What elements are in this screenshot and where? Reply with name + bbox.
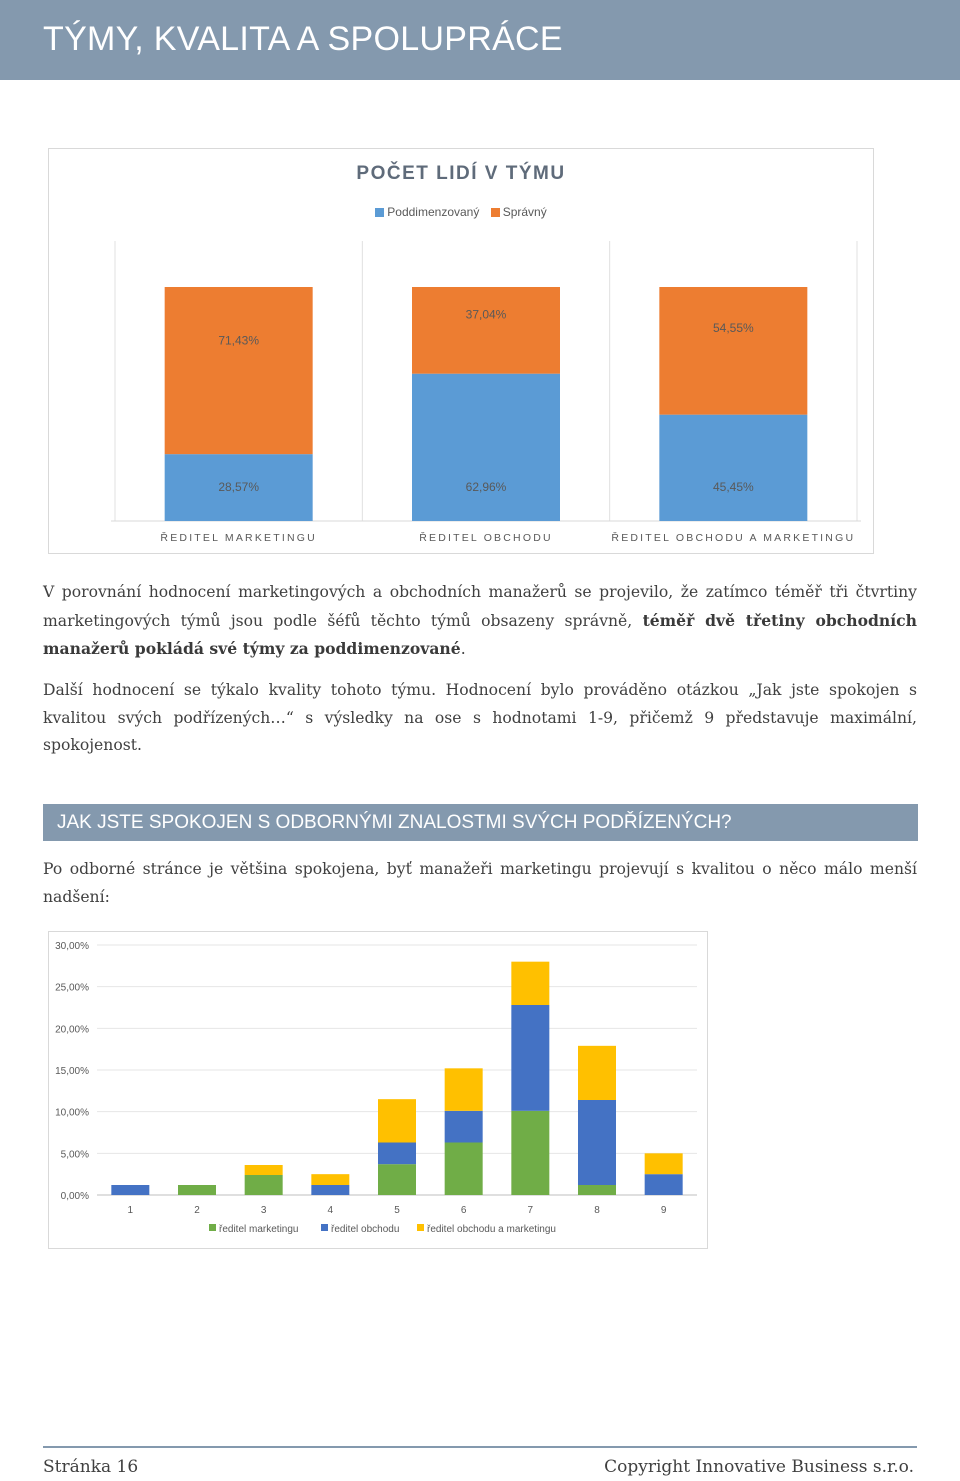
x-tick-label: 7: [528, 1205, 534, 1216]
bar-series-2: [511, 1005, 550, 1111]
bar-series-2: [111, 1185, 150, 1195]
y-tick-label: 15,00%: [55, 1066, 89, 1077]
y-tick-label: 10,00%: [55, 1108, 89, 1119]
chart-plot: 28,57% 71,43% ŘEDITEL MARKETINGU 62,96% 37,0…: [111, 241, 861, 544]
legend-swatch: [209, 1224, 216, 1231]
paragraph-text: V porovnání hodnocení marketingových a o…: [43, 583, 917, 630]
bar-correct: [412, 287, 560, 374]
x-tick-label: 5: [394, 1205, 400, 1216]
bar-correct: [659, 287, 808, 415]
bar-series-1: [511, 1110, 550, 1195]
bar-series-1: [244, 1175, 283, 1195]
bar-series-1: [444, 1142, 483, 1195]
chart-expertise: 0,00% 5,00% 10,00% 15,00% 20,00% 25,00% 30,00%…: [48, 931, 708, 1249]
data-label: 71,43%: [218, 333, 259, 347]
bar-series-1: [178, 1185, 216, 1195]
bar-series-3: [311, 1174, 350, 1185]
legend-swatch: [375, 208, 385, 217]
data-label: 45,45%: [713, 480, 754, 494]
bar-series-2: [578, 1100, 616, 1185]
legend-label: ředitel marketingu: [219, 1224, 298, 1235]
x-tick-label: 2: [194, 1205, 200, 1216]
bar-undersized: [412, 373, 560, 521]
paragraph-expertise: Po odborné stránce je většina spokojena,…: [43, 860, 917, 906]
legend-label: Poddimenzovaný: [387, 205, 480, 219]
paragraph-bold: téměř dvě třetiny obchodních manažerů po…: [43, 610, 917, 659]
legend-item-undersized: Poddimenzovaný: [375, 205, 479, 219]
page-number: Stránka 16: [43, 1457, 139, 1477]
x-tick-label: 3: [261, 1205, 267, 1216]
copyright: Copyright Innovative Business s.r.o.: [604, 1457, 914, 1477]
legend-label: Správný: [502, 205, 547, 219]
x-tick-label: 1: [128, 1205, 134, 1216]
legend-swatch: [417, 1224, 424, 1231]
footer-divider: [43, 1446, 917, 1448]
bar-series-2: [444, 1110, 483, 1143]
bar-series-3: [378, 1099, 416, 1143]
paragraph-quality: Další hodnocení se týkalo kvality tohoto…: [43, 681, 917, 754]
y-tick-label: 0,00%: [61, 1191, 89, 1202]
x-tick-label: ŘEDITEL MARKETINGU: [160, 531, 316, 544]
y-tick-label: 5,00%: [61, 1149, 89, 1160]
data-label: 62,96%: [466, 480, 507, 494]
legend-swatch: [321, 1224, 328, 1231]
bar-series-2: [378, 1142, 416, 1165]
bar-series-3: [644, 1153, 683, 1175]
x-tick-label: 4: [328, 1205, 334, 1216]
bar-correct: [164, 287, 313, 455]
chart-team-size: POČET LIDÍ V TÝMU Poddimenzovaný Správný…: [48, 148, 874, 554]
bar-series-3: [244, 1165, 283, 1175]
chart-plot: 0,00% 5,00% 10,00% 15,00% 20,00% 25,00% 30,00%…: [55, 941, 697, 1235]
y-tick-label: 20,00%: [55, 1024, 89, 1035]
page-title: TÝMY, KVALITA A SPOLUPRÁCE: [43, 20, 563, 58]
question-band: JAK JSTE SPOKOJEN S ODBORNÝMI ZNALOSTMI …: [43, 804, 918, 841]
bar-series-2: [644, 1174, 683, 1195]
chart-legend: Poddimenzovaný Správný: [49, 205, 873, 219]
x-tick-label: ŘEDITEL OBCHODU A MARKETINGU: [611, 531, 855, 544]
legend-label: ředitel obchodu: [331, 1224, 399, 1235]
bar-series-1: [578, 1185, 616, 1195]
bar-series-3: [511, 961, 550, 1005]
bar-series-1: [378, 1164, 416, 1195]
question-title: JAK JSTE SPOKOJEN S ODBORNÝMI ZNALOSTMI …: [57, 812, 732, 833]
data-label: 28,57%: [218, 480, 259, 494]
x-tick-label: 6: [461, 1205, 467, 1216]
y-tick-label: 30,00%: [55, 941, 89, 952]
bar-undersized: [164, 454, 313, 521]
x-tick-label: ŘEDITEL OBCHODU: [419, 531, 553, 544]
bar-series-3: [578, 1045, 616, 1100]
x-tick-label: 9: [661, 1205, 667, 1216]
legend-swatch: [490, 208, 500, 217]
bar-series-2: [311, 1185, 350, 1195]
chart-title: POČET LIDÍ V TÝMU: [356, 163, 566, 184]
data-label: 37,04%: [466, 308, 507, 322]
x-tick-label: 8: [594, 1205, 600, 1216]
paragraph-text-end: .: [460, 640, 466, 658]
paragraph-comparison: V porovnání hodnocení marketingových a o…: [43, 579, 917, 664]
legend-item-correct: Správný: [490, 205, 547, 219]
bar-undersized: [659, 414, 808, 521]
bar-series-3: [444, 1068, 483, 1111]
header-band: TÝMY, KVALITA A SPOLUPRÁCE: [0, 0, 960, 80]
y-tick-label: 25,00%: [55, 983, 89, 994]
legend-label: ředitel obchodu a marketingu: [427, 1224, 556, 1235]
data-label: 54,55%: [713, 321, 754, 335]
